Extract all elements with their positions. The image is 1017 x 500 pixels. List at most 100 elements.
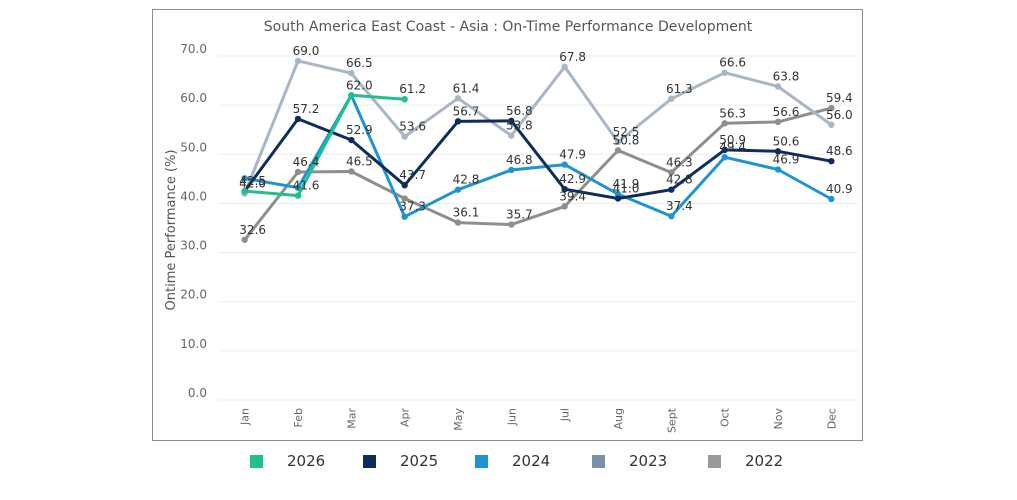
y-tick-label: 20.0 <box>180 288 207 302</box>
data-point-2023 <box>294 57 302 65</box>
data-label: 39.4 <box>559 189 586 203</box>
x-tick-label: Jun <box>505 408 518 426</box>
legend-item-2024[interactable]: 2024 <box>475 450 550 472</box>
data-point-2022 <box>561 203 568 210</box>
data-point-2025 <box>561 185 568 193</box>
data-point-2022 <box>348 168 355 175</box>
data-label: 47.9 <box>559 148 586 162</box>
y-tick-label: 30.0 <box>180 239 207 253</box>
data-label: 56.3 <box>719 106 746 120</box>
data-label: 52.9 <box>346 123 373 137</box>
data-point-2024 <box>241 175 248 182</box>
data-label: 40.9 <box>826 182 853 196</box>
y-tick-label: 70.0 <box>180 42 207 56</box>
data-label: 42.0 <box>239 177 266 191</box>
data-point-2026 <box>241 187 248 195</box>
data-point-2026 <box>401 96 408 103</box>
data-point-2025 <box>348 136 355 144</box>
data-labels: 42.042.5 32.6 69.0 57.2 46.4 41.6 66.5 62.0 52.9… <box>239 44 852 237</box>
data-label: 57.2 <box>293 102 320 116</box>
data-point-2022 <box>668 169 675 176</box>
series-line-2023 <box>243 59 833 196</box>
data-label: 41.9 <box>613 177 640 191</box>
legend-label: 2024 <box>512 452 551 470</box>
data-point-2022 <box>294 168 302 176</box>
data-point-2023 <box>508 132 515 139</box>
legend-swatch <box>592 454 605 468</box>
data-label: 67.8 <box>559 50 586 64</box>
line-chart: South America East Coast - Asia : On-Tim… <box>164 19 858 433</box>
series-lines <box>241 57 835 243</box>
legend-swatch <box>363 454 376 468</box>
data-point-2024 <box>561 161 568 168</box>
legend-item-2023[interactable]: 2023 <box>592 450 667 472</box>
data-label: 61.4 <box>453 81 480 95</box>
legend-item-2022[interactable]: 2022 <box>708 450 783 472</box>
data-label: 41.0 <box>613 182 640 196</box>
data-point-2024 <box>454 186 462 193</box>
data-point-2025 <box>828 157 835 165</box>
data-point-2025 <box>668 186 675 193</box>
x-tick-label: Dec <box>825 408 838 429</box>
legend-swatch <box>475 454 488 468</box>
data-label: 46.9 <box>773 153 800 167</box>
data-label: 56.0 <box>826 108 853 122</box>
data-point-2022 <box>401 195 408 202</box>
data-point-2023 <box>454 95 462 102</box>
y-axis-ticks: 0.0 10.0 20.0 30.0 40.0 50.0 60.0 70.0 <box>180 42 207 400</box>
data-point-2025 <box>294 115 302 123</box>
series-line-2025 <box>243 117 833 200</box>
data-point-2024 <box>774 166 782 173</box>
data-label: 66.5 <box>346 56 373 70</box>
data-point-2025 <box>508 117 515 125</box>
data-label: 46.8 <box>506 153 533 167</box>
legend-label: 2025 <box>400 452 439 470</box>
series-2022 <box>241 104 835 243</box>
data-label: 56.7 <box>453 104 480 118</box>
data-point-2022 <box>508 221 515 228</box>
data-label: 32.6 <box>239 223 266 237</box>
data-point-2022 <box>241 236 248 243</box>
data-point-2025 <box>454 118 462 125</box>
data-label: 50.6 <box>773 134 800 148</box>
x-tick-label: Aug <box>612 408 625 429</box>
data-label: 63.8 <box>773 69 800 83</box>
data-label: 59.4 <box>826 91 853 105</box>
x-tick-label: Jan <box>239 408 252 426</box>
data-label: 42.9 <box>559 172 586 186</box>
data-point-2023 <box>561 63 568 71</box>
data-label: 37.3 <box>399 200 426 214</box>
data-point-2024 <box>508 166 515 174</box>
x-tick-label: Sept <box>665 407 678 433</box>
series-2026 <box>241 92 408 199</box>
data-point-2025 <box>774 148 782 155</box>
x-tick-label: Jul <box>559 408 572 422</box>
legend: 2026 2025 2024 2023 2022 <box>0 450 1017 472</box>
data-label: 62.0 <box>346 78 373 92</box>
y-tick-label: 10.0 <box>180 337 207 351</box>
x-tick-label: May <box>452 408 465 431</box>
data-label: 46.5 <box>346 154 373 168</box>
series-line-2026 <box>243 93 407 198</box>
data-point-2023 <box>828 121 835 128</box>
data-label: 53.6 <box>399 120 426 134</box>
data-point-2023 <box>668 95 675 102</box>
data-point-2026 <box>294 192 302 199</box>
data-label: 37.4 <box>666 199 693 213</box>
data-point-2025 <box>721 146 728 154</box>
data-label: 42.8 <box>666 173 693 187</box>
legend-item-2025[interactable]: 2025 <box>363 450 438 472</box>
data-point-2022 <box>774 118 782 126</box>
legend-swatch <box>708 454 721 468</box>
data-point-2024 <box>828 195 835 203</box>
data-point-2022 <box>721 120 728 127</box>
data-label: 42.5 <box>239 174 266 188</box>
data-label: 48.6 <box>826 144 853 158</box>
legend-label: 2026 <box>287 452 326 470</box>
y-axis-label: Ontime Performance (%) <box>164 150 179 311</box>
data-point-2024 <box>294 184 302 191</box>
chart-frame: South America East Coast - Asia : On-Tim… <box>152 9 863 441</box>
legend-item-2026[interactable]: 2026 <box>250 450 325 472</box>
data-point-2022 <box>828 104 835 112</box>
data-point-2025 <box>401 182 408 189</box>
